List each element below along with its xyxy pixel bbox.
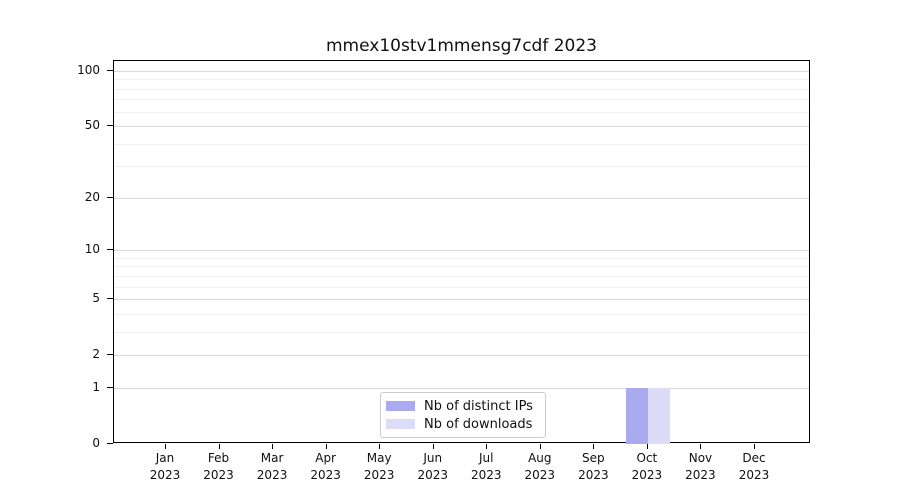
y-major-gridline — [114, 126, 809, 128]
y-tick-mark — [107, 443, 113, 444]
x-tick-label: May 2023 — [363, 451, 395, 482]
y-tick-label: 50 — [84, 118, 100, 133]
x-tick-label: Mar 2023 — [256, 451, 288, 482]
y-minor-gridline — [114, 111, 809, 113]
y-major-gridline — [114, 299, 809, 301]
y-major-gridline — [114, 250, 809, 252]
x-tick-mark — [165, 444, 166, 449]
x-tick-label: Aug 2023 — [524, 451, 556, 482]
y-minor-gridline — [114, 88, 809, 90]
legend-swatch-icon — [386, 401, 415, 411]
x-tick-label: Sep 2023 — [578, 451, 609, 482]
y-minor-gridline — [114, 313, 809, 315]
x-tick-label: Apr 2023 — [310, 451, 341, 482]
y-minor-gridline — [114, 266, 809, 268]
x-tick-mark — [432, 444, 434, 449]
x-tick-label: Oct 2023 — [631, 451, 663, 482]
x-tick-label: Dec 2023 — [738, 451, 770, 482]
y-tick-mark — [107, 196, 113, 198]
y-tick-mark — [107, 249, 113, 251]
bar-nb-of-downloads-oct-2023 — [647, 387, 670, 444]
chart-title: mmex10stv1mmensg7cdf 2023 — [326, 36, 597, 56]
x-tick-mark — [272, 444, 274, 449]
y-tick-label: 2 — [92, 347, 100, 362]
x-tick-label: Jan 2023 — [149, 451, 181, 482]
x-tick-mark — [379, 444, 381, 449]
legend-swatch-icon — [386, 419, 415, 429]
legend-label: Nb of downloads — [424, 416, 533, 432]
plot-area: Nb of distinct IPs Nb of downloads — [113, 60, 810, 444]
x-tick-mark — [218, 444, 220, 449]
y-tick-label: 10 — [84, 242, 100, 257]
y-tick-label: 20 — [84, 189, 100, 204]
y-minor-gridline — [114, 99, 809, 101]
y-tick-mark — [107, 354, 113, 356]
y-tick-label: 100 — [77, 62, 100, 77]
x-tick-mark — [753, 444, 755, 449]
y-tick-mark — [107, 298, 113, 300]
y-major-gridline — [114, 355, 809, 357]
x-tick-label: Jun 2023 — [417, 451, 448, 482]
x-tick-label: Jul 2023 — [470, 451, 502, 482]
y-minor-gridline — [114, 79, 809, 81]
y-tick-mark — [107, 125, 113, 127]
x-tick-mark — [700, 444, 702, 449]
x-tick-mark — [486, 444, 488, 449]
legend: Nb of distinct IPs Nb of downloads — [380, 392, 546, 438]
legend-label: Nb of distinct IPs — [424, 398, 533, 414]
y-minor-gridline — [114, 257, 809, 259]
y-tick-mark — [107, 386, 113, 388]
bar-nb-of-distinct-ips-oct-2023 — [625, 387, 648, 444]
x-tick-mark — [539, 444, 541, 449]
y-major-gridline — [114, 387, 809, 389]
y-minor-gridline — [114, 143, 809, 145]
y-tick-label: 0 — [92, 436, 100, 450]
x-tick-mark — [325, 444, 327, 449]
x-tick-label: Feb 2023 — [203, 451, 234, 482]
y-major-gridline — [114, 70, 809, 72]
y-minor-gridline — [114, 331, 809, 333]
y-tick-mark — [107, 69, 113, 71]
y-minor-gridline — [114, 275, 809, 277]
x-tick-mark — [646, 444, 648, 449]
y-tick-label: 1 — [92, 379, 100, 394]
legend-item: Nb of distinct IPs — [386, 399, 536, 414]
legend-item: Nb of downloads — [386, 417, 536, 432]
y-minor-gridline — [114, 286, 809, 288]
y-major-gridline — [114, 197, 809, 199]
x-tick-label: Nov 2023 — [685, 451, 716, 482]
x-tick-mark — [593, 444, 595, 449]
y-minor-gridline — [114, 166, 809, 168]
y-tick-label: 5 — [92, 291, 100, 306]
